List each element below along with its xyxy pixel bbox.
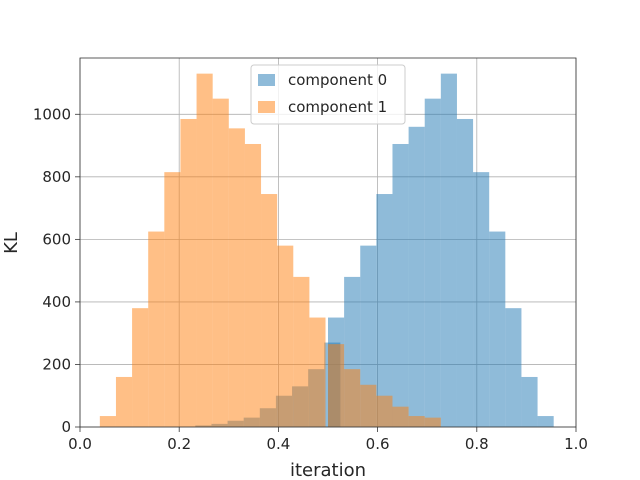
- component-1-bar: [244, 143, 262, 427]
- legend-swatch-component-1: [258, 101, 275, 113]
- x-axis-label: iteration: [290, 460, 366, 480]
- component-1-bar: [392, 406, 409, 427]
- x-axis-ticks: 0.0 0.2 0.4 0.6 0.8 1.0: [68, 427, 588, 453]
- component-1-bar: [212, 98, 229, 428]
- component-0-bar: [489, 231, 506, 427]
- component-1-bar: [148, 231, 165, 427]
- component-0-bar: [473, 172, 490, 427]
- component-0-bar: [376, 194, 393, 427]
- component-1-bar: [424, 417, 441, 427]
- y-axis-ticks: 0 200 400 600 800 1000: [33, 105, 80, 436]
- y-tick-label: 400: [42, 293, 71, 311]
- component-1-bar: [376, 395, 393, 427]
- component-0-bar: [440, 73, 457, 427]
- x-tick-label: 0.0: [68, 435, 92, 453]
- component-1-bar: [164, 172, 181, 427]
- component-0-bar: [537, 416, 554, 427]
- bars: [99, 73, 554, 428]
- component-1-bar: [344, 369, 361, 427]
- x-tick-label: 0.6: [366, 435, 390, 453]
- y-tick-label: 0: [61, 418, 71, 436]
- y-tick-label: 200: [42, 355, 71, 373]
- y-axis-label: KL: [1, 232, 22, 254]
- component-0-bar: [521, 376, 538, 427]
- component-0-bar: [408, 126, 425, 428]
- component-1-bar: [309, 317, 326, 427]
- y-tick-label: 600: [42, 230, 71, 248]
- component-1-bar: [228, 128, 245, 427]
- component-0-bar: [456, 118, 474, 427]
- component-1-bar: [180, 118, 197, 427]
- x-tick-label: 1.0: [564, 435, 588, 453]
- x-tick-label: 0.2: [167, 435, 191, 453]
- plot-frame: [79, 57, 577, 428]
- legend-label-component-1: component 1: [288, 98, 387, 116]
- legend: component 0 component 1: [250, 64, 406, 125]
- component-1-bar: [196, 73, 213, 427]
- y-tick-label: 1000: [33, 105, 71, 123]
- component-1-bar: [99, 416, 116, 427]
- component-1-bar: [261, 194, 278, 427]
- legend-box: [250, 64, 406, 125]
- component-0-bar: [392, 143, 409, 427]
- component-0-bar: [424, 98, 441, 428]
- component-1-bar: [408, 416, 425, 427]
- legend-swatch-component-0: [258, 74, 275, 86]
- y-tick-label: 800: [42, 168, 71, 186]
- component-1-bar: [115, 376, 133, 427]
- x-tick-label: 0.4: [266, 435, 290, 453]
- component-0-bar: [505, 308, 522, 427]
- component-1-bar: [277, 245, 294, 427]
- legend-label-component-0: component 0: [288, 71, 387, 89]
- x-tick-label: 0.8: [465, 435, 489, 453]
- component-0-bar: [360, 245, 377, 427]
- component-1-bar: [360, 384, 377, 427]
- component-1-bar: [293, 276, 310, 427]
- component-1-bar: [328, 344, 345, 427]
- component-1-bar: [132, 308, 149, 427]
